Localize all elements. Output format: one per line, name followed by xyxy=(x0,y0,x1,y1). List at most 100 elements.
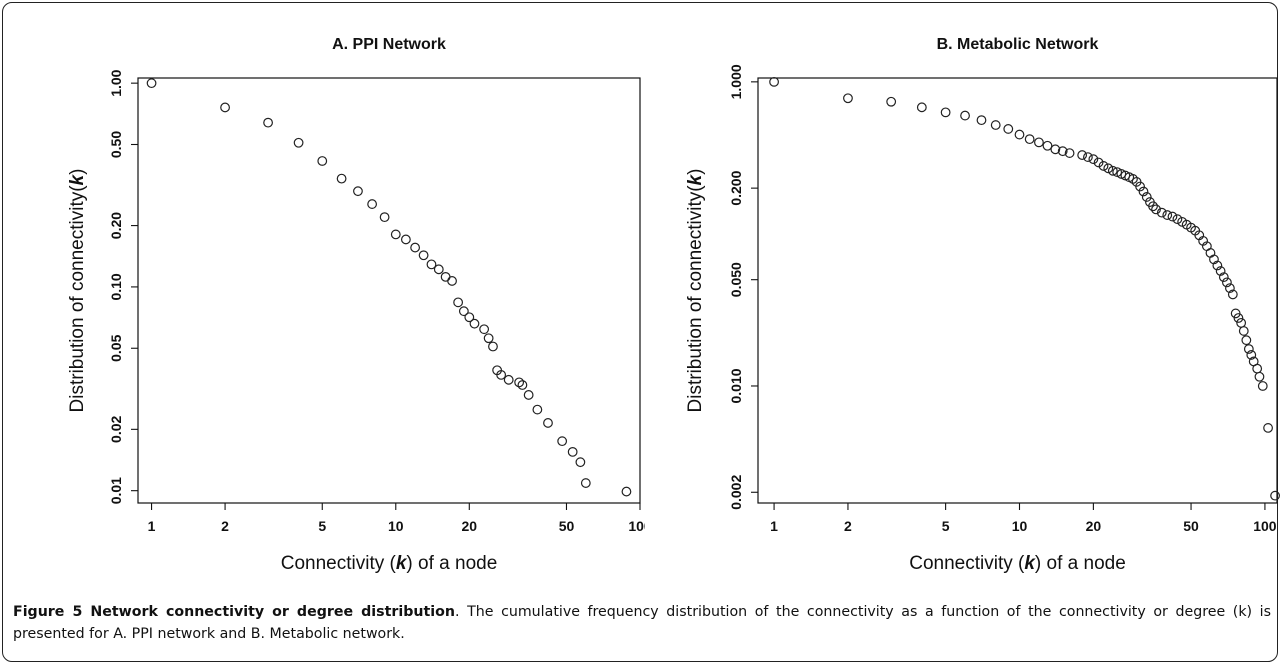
data-point xyxy=(1252,363,1263,374)
data-point xyxy=(517,380,528,390)
data-point xyxy=(1218,272,1229,282)
data-point xyxy=(458,306,469,317)
data-point xyxy=(567,446,578,457)
chart-title: B. Metabolic Network xyxy=(937,36,1099,53)
y-tick-label: 1.00 xyxy=(108,69,124,96)
data-point xyxy=(1236,317,1247,328)
data-point xyxy=(1225,283,1235,294)
data-point xyxy=(1151,204,1161,215)
data-point xyxy=(400,234,411,245)
data-point xyxy=(1003,124,1014,134)
x-tick-label: 5 xyxy=(942,518,950,534)
y-tick-label: 0.002 xyxy=(728,475,744,510)
data-point xyxy=(353,186,363,197)
data-point xyxy=(1064,148,1075,158)
data-point xyxy=(503,374,514,385)
data-point xyxy=(514,377,525,388)
x-tick-label: 20 xyxy=(462,518,478,534)
data-point xyxy=(1135,181,1145,192)
data-point xyxy=(580,478,591,488)
y-tick-label: 0.50 xyxy=(108,131,124,158)
data-point xyxy=(1042,140,1053,151)
data-point xyxy=(410,242,421,253)
data-point xyxy=(1263,423,1273,433)
x-tick-label: 2 xyxy=(844,518,852,534)
data-point xyxy=(479,324,490,335)
data-point xyxy=(336,173,347,184)
x-axis-label: Connectivity (k) of a node xyxy=(909,553,1126,574)
data-point xyxy=(1227,289,1238,300)
y-axis-label-k: k xyxy=(685,173,706,185)
data-point xyxy=(1209,254,1219,265)
data-point xyxy=(1098,161,1109,171)
x-tick-label: 5 xyxy=(318,518,326,534)
data-point xyxy=(960,110,970,121)
y-tick-label: 0.02 xyxy=(108,416,124,443)
data-point xyxy=(1148,201,1158,212)
data-point xyxy=(453,297,464,308)
y-tick-label: 0.10 xyxy=(108,273,124,300)
x-tick-label: 1 xyxy=(148,518,156,534)
x-axis-label-suffix: ) of a node xyxy=(406,553,497,574)
data-point xyxy=(621,486,632,497)
caption-text: . The cumulative frequency distribution … xyxy=(13,604,1271,642)
x-tick-label: 10 xyxy=(1012,518,1028,534)
data-point xyxy=(940,107,951,118)
y-tick-label: 0.01 xyxy=(108,477,124,504)
data-point xyxy=(1024,134,1035,145)
y-tick-label: 0.050 xyxy=(728,262,744,297)
x-tick-label: 2 xyxy=(221,518,229,534)
plot-frame xyxy=(137,77,641,504)
x-tick-label: 100 xyxy=(1253,518,1277,534)
y-tick-label: 0.200 xyxy=(728,170,744,205)
data-point xyxy=(317,156,328,166)
data-point xyxy=(769,76,779,87)
data-point xyxy=(464,312,475,323)
data-point xyxy=(1270,490,1280,501)
x-tick-label: 50 xyxy=(559,518,575,534)
x-axis-label-suffix: ) of a node xyxy=(1035,553,1126,574)
y-tick-label: 0.05 xyxy=(108,334,124,361)
data-point xyxy=(1222,277,1232,288)
x-axis-label-k: k xyxy=(396,553,408,574)
x-tick-label: 10 xyxy=(388,518,404,534)
data-point xyxy=(1034,137,1044,148)
y-axis-label-suffix: ) xyxy=(67,169,88,175)
x-tick-label: 100 xyxy=(628,518,645,534)
data-point xyxy=(1077,150,1088,160)
data-point xyxy=(543,418,553,428)
data-point xyxy=(886,96,897,107)
data-point xyxy=(1246,350,1257,360)
data-point xyxy=(488,341,498,352)
data-point xyxy=(1233,313,1244,323)
data-point xyxy=(1205,248,1216,258)
data-point xyxy=(440,271,451,282)
data-point xyxy=(1215,266,1226,276)
y-axis-label-prefix: Distribution of connectivity( xyxy=(67,185,88,413)
y-tick-label: 0.20 xyxy=(108,212,124,239)
y-tick-label: 1.000 xyxy=(728,64,744,99)
x-tick-label: 20 xyxy=(1086,518,1102,534)
chart-panel-b: B. Metabolic Network 1 2 5 10 20 50 100 0.002 0.0… xyxy=(685,36,1280,574)
caption-label: Figure 5 Network connectivity or degree … xyxy=(13,604,455,620)
data-point xyxy=(220,102,230,113)
data-point xyxy=(1241,335,1252,346)
x-axis-label: Connectivity (k) of a node xyxy=(281,553,498,574)
data-point xyxy=(532,404,543,415)
data-point xyxy=(447,276,457,286)
data-point xyxy=(843,93,853,104)
y-axis-label: Distribution of connectivity(k) xyxy=(67,169,88,413)
x-tick-label: 1 xyxy=(770,518,778,534)
data-point xyxy=(483,333,494,344)
data-point xyxy=(1057,146,1068,157)
data-point xyxy=(1167,211,1178,222)
data-point xyxy=(1156,207,1167,218)
y-tick-label: 0.010 xyxy=(728,368,744,403)
y-axis-label-suffix: ) xyxy=(685,169,706,175)
data-point xyxy=(990,120,1001,130)
data-point xyxy=(1243,344,1254,354)
data-point xyxy=(916,102,927,113)
chart-panel-a: A. PPI Network 1 2 5 10 20 50 100 0.01 0.02 0.05 0.… xyxy=(67,36,645,574)
y-axis-label-k: k xyxy=(67,173,88,185)
